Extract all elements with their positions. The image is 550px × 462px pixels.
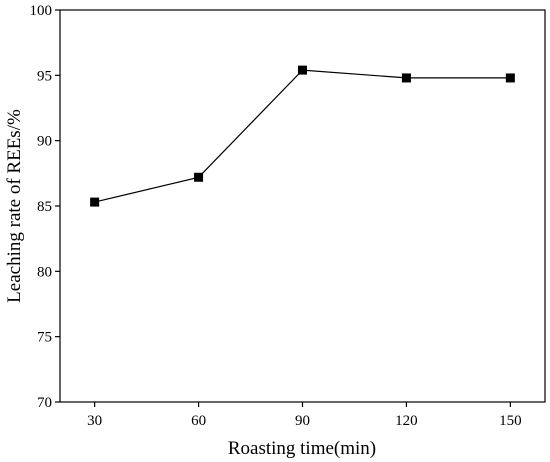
- data-point-marker: [90, 197, 100, 207]
- data-point-marker: [401, 73, 411, 83]
- x-tick-label: 30: [87, 413, 102, 429]
- data-point-marker: [298, 65, 307, 75]
- y-axis: 70 75 80 85 90 95 100: [30, 3, 60, 411]
- x-tick-label: 90: [295, 413, 310, 429]
- x-tick-label: 60: [191, 413, 206, 429]
- y-tick-label: 80: [37, 264, 52, 280]
- y-tick-label: 100: [30, 3, 53, 19]
- y-tick-label: 90: [37, 134, 52, 150]
- series-line: [94, 69, 511, 203]
- x-tick-label: 120: [395, 413, 418, 429]
- data-point-marker: [505, 73, 515, 83]
- y-axis-title: Leaching rate of REEs/%: [4, 109, 25, 303]
- y-tick-label: 70: [37, 395, 52, 411]
- y-tick-label: 75: [37, 330, 52, 346]
- x-axis: 30 60 90 120 150: [87, 402, 522, 429]
- series-layer: [90, 65, 515, 207]
- data-point-marker: [194, 172, 204, 182]
- y-tick-label: 95: [37, 68, 52, 84]
- x-tick-label: 150: [499, 413, 522, 429]
- x-axis-title: Roasting time(min): [228, 438, 376, 459]
- y-tick-label: 85: [37, 199, 52, 215]
